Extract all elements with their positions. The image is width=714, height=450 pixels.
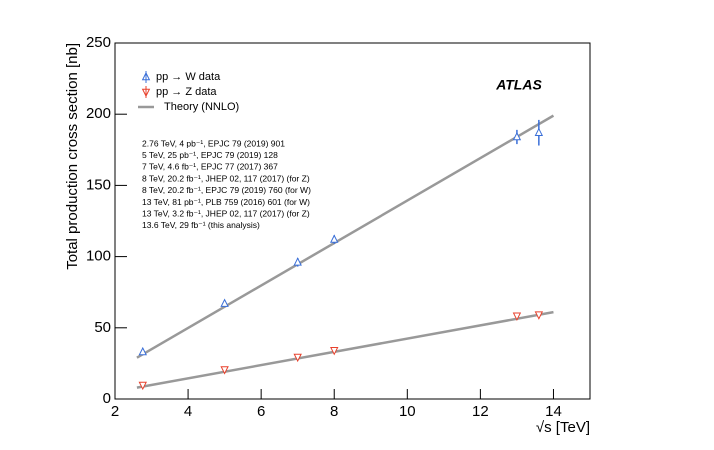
y-tick-label: 0 — [103, 390, 111, 407]
y-axis-label: Total production cross section [nb] — [64, 43, 81, 270]
experiment-label: ATLAS — [495, 77, 542, 93]
x-tick-label: 8 — [330, 403, 338, 420]
theory-line — [136, 310, 554, 389]
y-tick-label: 150 — [86, 176, 111, 193]
x-axis-label: √s [TeV] — [536, 419, 590, 436]
data-point — [293, 353, 302, 363]
x-tick-label: 14 — [545, 403, 562, 420]
annotation: 13.6 TeV, 29 fb⁻¹ (this analysis) — [142, 220, 260, 230]
theory-line — [136, 114, 555, 359]
data-point — [512, 131, 522, 141]
annotation: 5 TeV, 25 pb⁻¹, EPJC 79 (2019) 128 — [142, 150, 278, 160]
legend-label: pp → Z data — [156, 86, 217, 98]
data-point — [534, 127, 544, 137]
legend-label: Theory (NNLO) — [164, 101, 239, 113]
data-point — [293, 257, 302, 266]
annotation: 7 TeV, 4.6 fb⁻¹, EPJC 77 (2017) 367 — [142, 162, 278, 172]
legend-label: pp → W data — [156, 71, 221, 83]
data-point — [330, 234, 339, 243]
x-tick-label: 10 — [399, 403, 416, 420]
data-point — [220, 298, 229, 307]
annotation: 8 TeV, 20.2 fb⁻¹, EPJC 79 (2019) 760 (fo… — [142, 185, 311, 195]
data-point — [220, 366, 229, 375]
data-point — [138, 346, 147, 356]
annotation: 13 TeV, 3.2 fb⁻¹, JHEP 02, 117 (2017) (f… — [142, 208, 310, 218]
x-tick-label: 12 — [472, 403, 489, 420]
data-point — [138, 381, 147, 391]
x-tick-label: 6 — [257, 403, 265, 420]
plot-frame — [114, 42, 591, 400]
annotation: 13 TeV, 81 pb⁻¹, PLB 759 (2016) 601 (for… — [142, 197, 310, 207]
y-tick-label: 200 — [86, 105, 111, 122]
x-tick-label: 2 — [111, 403, 119, 420]
y-tick-label: 100 — [86, 248, 111, 265]
x-tick-label: 4 — [184, 403, 192, 420]
annotation: 8 TeV, 20.2 fb⁻¹, JHEP 02, 117 (2017) (f… — [142, 173, 310, 183]
annotation: 2.76 TeV, 4 pb⁻¹, EPJC 79 (2019) 901 — [142, 138, 285, 148]
data-point — [512, 312, 522, 321]
data-point — [330, 346, 339, 356]
y-tick-label: 250 — [86, 34, 111, 51]
data-point — [534, 311, 544, 320]
y-tick-label: 50 — [94, 319, 111, 336]
